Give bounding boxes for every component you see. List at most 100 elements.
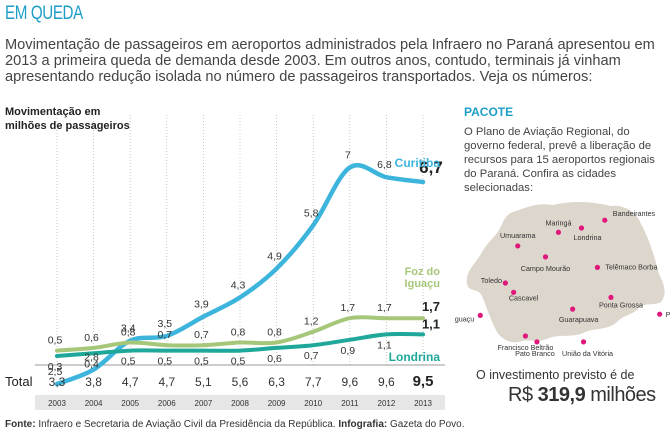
- city-label: Maringá: [545, 218, 571, 227]
- city-dot: [477, 312, 483, 318]
- data-label-londrina: 0,6: [267, 353, 282, 365]
- data-label-foz: 1,7: [377, 302, 392, 314]
- investment-currency: R$: [508, 384, 533, 406]
- year-tick-label: 2005: [121, 399, 139, 408]
- sidebar-text: O Plano de Aviação Regional, do governo …: [464, 126, 655, 194]
- city-dot: [511, 289, 517, 295]
- city-label: Umuarama: [500, 231, 536, 240]
- series-line-londrina: [55, 332, 425, 358]
- investment-value: R$ 319,9 milhões: [508, 384, 656, 407]
- data-label-londrina: 0,5: [231, 356, 246, 368]
- passenger-chart: 2,5 2,8 3,4 3,5 3,9 4,3 4,9 5,8 7 6,8 6,7 0,5 0,6 0,8…: [5, 115, 445, 410]
- city-dot: [580, 339, 587, 345]
- year-tick-label: 2009: [268, 399, 286, 408]
- data-label-curitiba: 6,7: [419, 158, 443, 177]
- total-value: 4,7: [122, 375, 139, 389]
- year-tick-label: 2006: [158, 399, 176, 408]
- total-value: 6,3: [268, 375, 285, 389]
- data-label-londrina: 1,1: [422, 316, 440, 331]
- city-dot: [657, 311, 663, 317]
- year-tick-label: 2013: [414, 399, 432, 408]
- data-label-londrina: 0,7: [304, 350, 319, 362]
- investment-label: O investimento previsto é de: [476, 368, 635, 382]
- data-label-foz: 0,8: [121, 327, 136, 339]
- data-label-curitiba: 6,8: [377, 159, 392, 171]
- city-dot: [555, 229, 562, 235]
- city-label: Guarapuava: [559, 315, 599, 324]
- city-dot: [534, 339, 540, 345]
- data-label-foz: 1,2: [304, 316, 319, 328]
- footer-source-label: Fonte:: [5, 419, 36, 430]
- city-label: Cascavel: [509, 293, 539, 302]
- footer-infographic: Gazeta do Povo.: [390, 419, 465, 430]
- total-value: 3,3: [49, 375, 66, 389]
- headline: EM QUEDA: [5, 3, 83, 24]
- total-label: Total: [5, 374, 33, 389]
- data-label-foz: 0,7: [157, 329, 172, 341]
- data-label-foz: 0,8: [231, 327, 246, 339]
- year-tick-label: 2008: [231, 399, 249, 408]
- data-label-foz: 1,7: [422, 299, 440, 314]
- city-label: Campo Mourão: [521, 264, 571, 273]
- y-axis-label: Movimentação em milhões de passageiros: [5, 105, 135, 133]
- data-label-curitiba: 5,8: [304, 207, 319, 219]
- data-label-curitiba: 3,5: [157, 318, 172, 330]
- city-label: Foz do Iguaçu: [455, 314, 474, 323]
- y-axis-label-line1: Movimentação em: [5, 106, 101, 118]
- data-label-curitiba: 4,3: [231, 279, 246, 291]
- data-label-curitiba: 3,4: [121, 323, 136, 335]
- series-label-foz-line2: Iguaçu: [405, 278, 440, 290]
- data-label-foz: 0,7: [194, 329, 209, 341]
- year-tick-label: 2012: [378, 399, 396, 408]
- city-label: Pato Branco: [515, 349, 555, 358]
- footer-source: Infraero e Secretaria de Aviação Civil d…: [38, 419, 336, 430]
- city-dot: [602, 217, 608, 223]
- parana-state-shape: [466, 202, 665, 343]
- data-label-foz: 0,6: [84, 332, 99, 344]
- data-label-londrina: 0,5: [121, 356, 136, 368]
- footer-infographic-label: Infografia:: [338, 419, 388, 430]
- city-dot: [542, 254, 549, 260]
- parana-map: Bandeirantes Maringá Umuarama Londrina Toled…: [455, 202, 670, 358]
- series-label-foz-line1: Foz do: [405, 266, 441, 278]
- year-tick-label: 2003: [48, 399, 66, 408]
- data-label-londrina: 0,5: [194, 356, 209, 368]
- total-value: 9,6: [378, 375, 395, 389]
- year-tick-label: 2007: [195, 399, 213, 408]
- series-line-curitiba: [54, 163, 426, 387]
- data-label-curitiba: 4,9: [267, 251, 282, 263]
- city-dot: [522, 333, 529, 339]
- y-axis-label-line2: milhões de passageiros: [5, 120, 130, 132]
- series-line-foz-do-iguacu: [55, 315, 425, 353]
- intro-paragraph: Movimentação de passageiros em aeroporto…: [5, 37, 655, 85]
- city-label: Toledo: [481, 276, 502, 285]
- data-label-londrina: 1,1: [377, 339, 392, 351]
- total-value: 4,7: [158, 375, 175, 389]
- data-label-foz: 1,7: [340, 302, 355, 314]
- city-label: Francisco Beltrão: [497, 343, 553, 352]
- series-label-londrina: Londrina: [389, 350, 441, 364]
- year-tick-label: 2010: [304, 399, 322, 408]
- city-label: Bandeirantes: [613, 209, 656, 218]
- city-dot: [570, 306, 576, 312]
- total-value: 7,7: [305, 375, 322, 389]
- data-label-londrina: 0,9: [340, 345, 355, 357]
- investment-amount: 319,9: [537, 384, 586, 406]
- city-dot: [608, 294, 614, 301]
- total-value: 5,6: [232, 375, 249, 389]
- total-value: 5,1: [195, 375, 212, 389]
- city-dot: [578, 225, 585, 231]
- year-band: [35, 395, 445, 410]
- city-label: União da Vitória: [562, 349, 613, 358]
- data-label-curitiba: 7: [345, 150, 351, 162]
- data-label-londrina: 0,5: [157, 356, 172, 368]
- series-label-curitiba: Curitiba: [395, 156, 441, 170]
- city-dot: [502, 280, 508, 286]
- data-label-curitiba: 3,9: [194, 299, 209, 311]
- city-label: Paranaguá: [666, 310, 670, 319]
- city-dot: [594, 264, 601, 270]
- data-label-londrina: 0,4: [84, 358, 99, 370]
- data-label-curitiba: 2,8: [84, 352, 99, 364]
- data-label-curitiba: 2,5: [48, 366, 63, 378]
- year-tick-label: 2004: [85, 399, 103, 408]
